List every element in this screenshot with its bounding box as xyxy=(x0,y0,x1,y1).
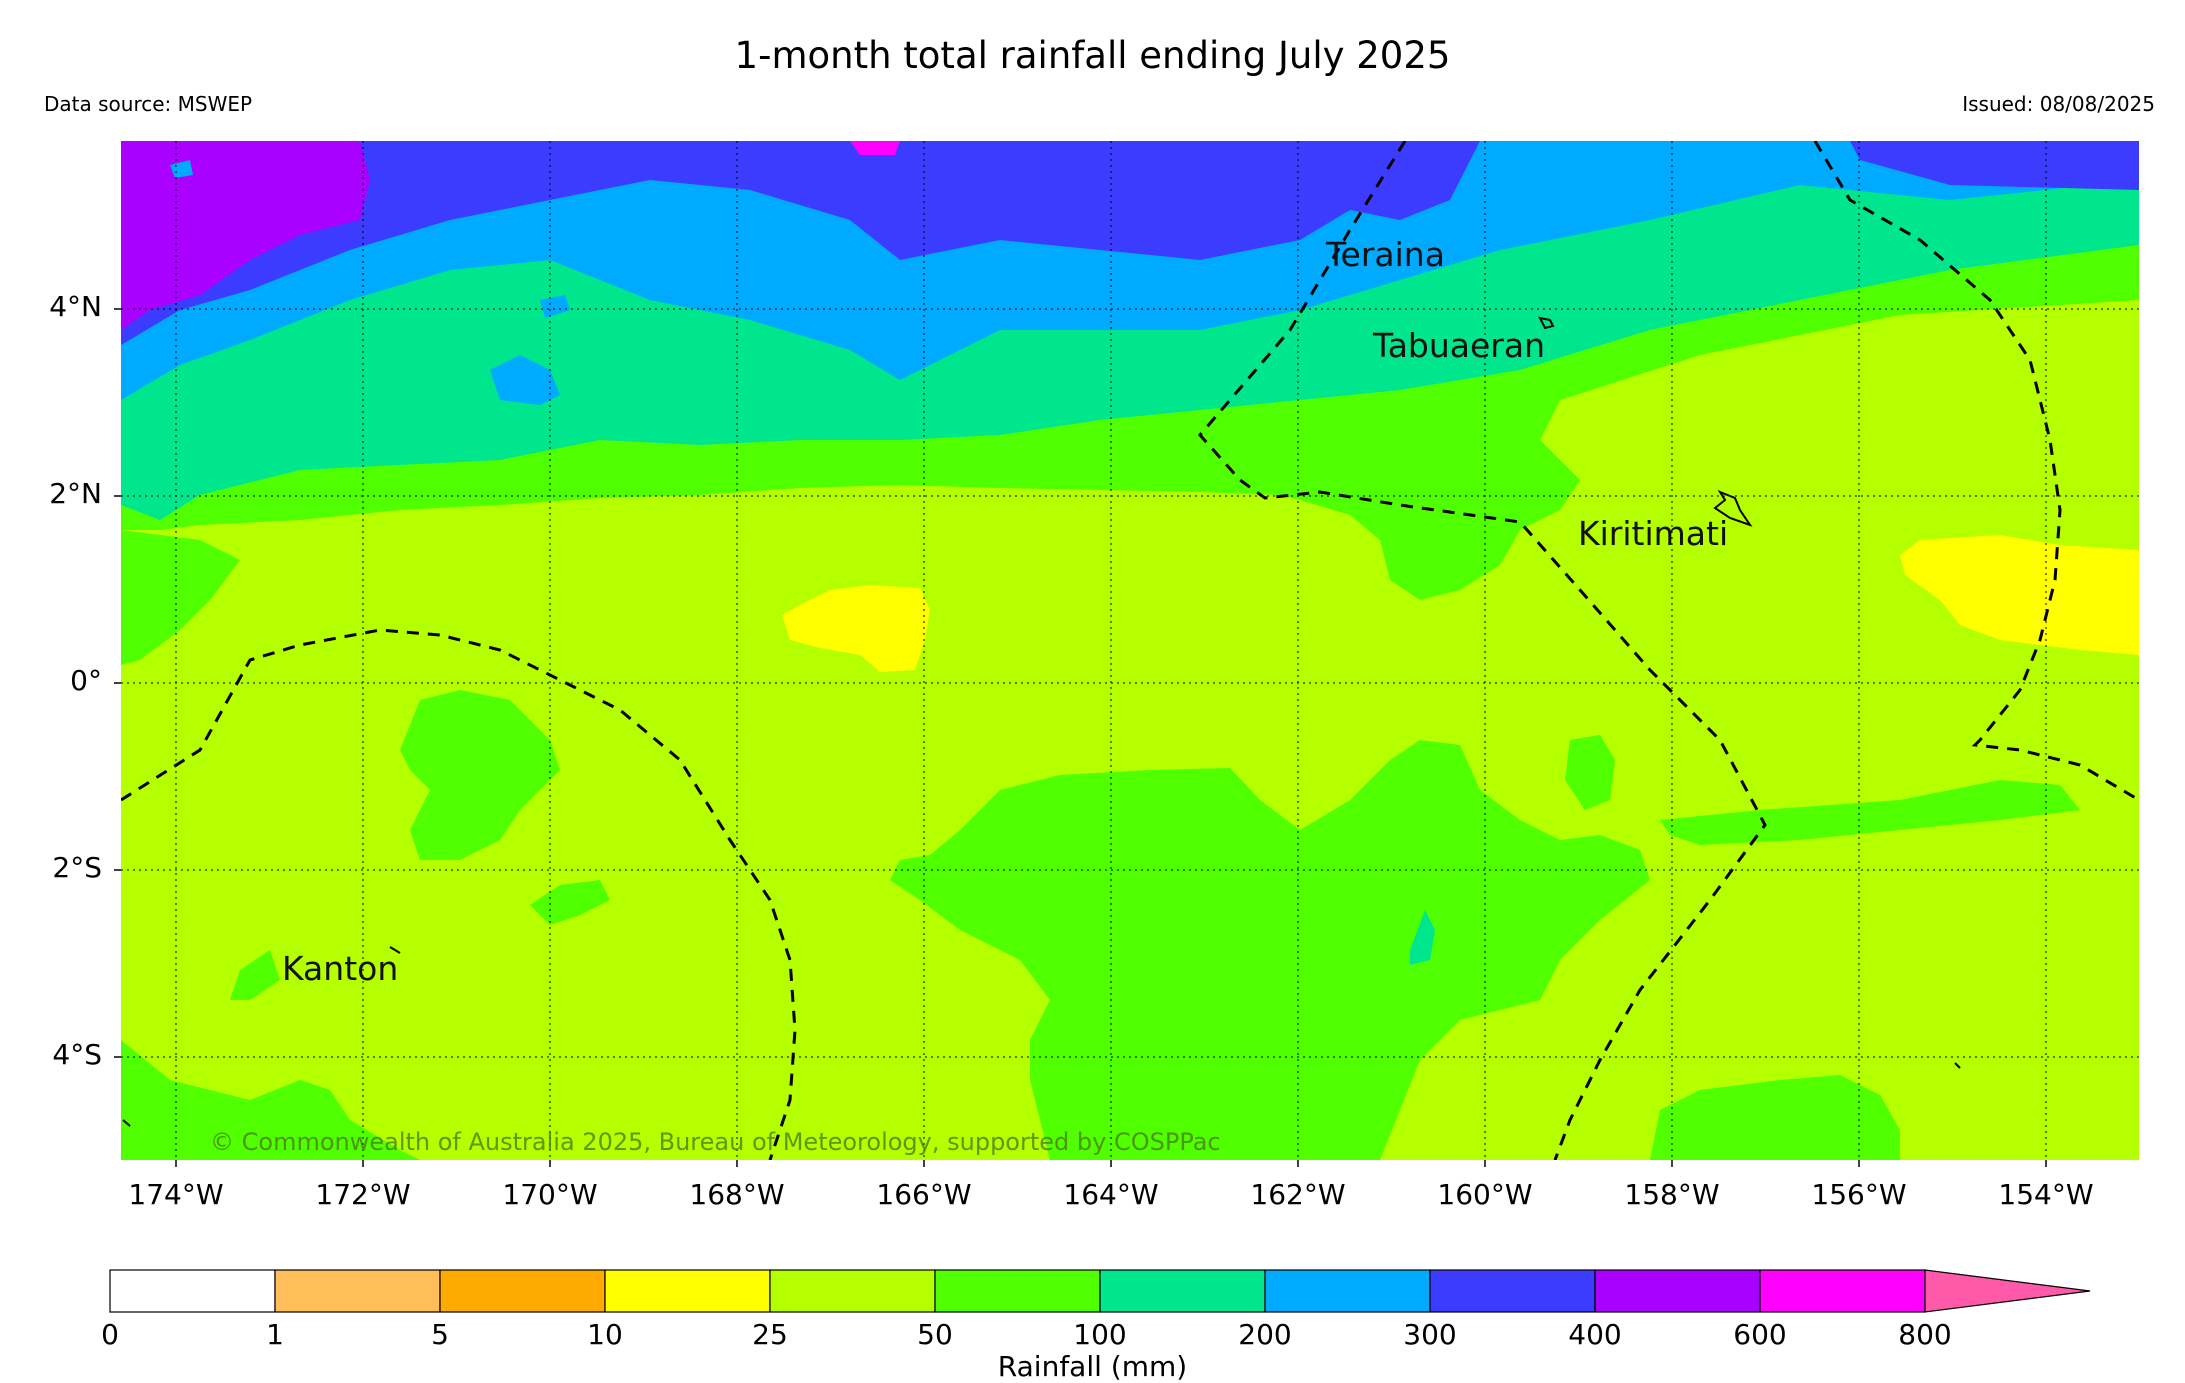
colorbar-segment xyxy=(439,1269,606,1313)
colorbar-segment xyxy=(1594,1269,1761,1313)
data-source-label: Data source: MSWEP xyxy=(44,92,253,116)
colorbar-tick-label: 5 xyxy=(431,1318,449,1351)
colorbar-tick-label: 100 xyxy=(1073,1318,1127,1351)
patch-50-100-central-south xyxy=(890,740,1650,1160)
lon-label-166w: 166°W xyxy=(876,1178,972,1211)
copyright-notice: © Commonwealth of Australia 2025, Bureau… xyxy=(210,1128,1221,1156)
colorbar-tick-label: 50 xyxy=(917,1318,953,1351)
place-teraina: Teraina xyxy=(1325,235,1445,274)
lon-label-162w: 162°W xyxy=(1250,1178,1346,1211)
colorbar-segment xyxy=(274,1269,441,1313)
colorbar-label: Rainfall (mm) xyxy=(997,1350,1188,1383)
patch-10-25-west xyxy=(782,585,930,672)
colorbar-tick-label: 25 xyxy=(752,1318,788,1351)
band-400-600 xyxy=(121,141,370,330)
lon-label-164w: 164°W xyxy=(1063,1178,1159,1211)
colorbar-segment xyxy=(769,1269,936,1313)
colorbar-segment xyxy=(934,1269,1101,1313)
rainfall-fill xyxy=(121,141,2139,1160)
place-kanton: Kanton xyxy=(282,949,398,988)
colorbar-tick-label: 1 xyxy=(266,1318,284,1351)
lon-label-154w: 154°W xyxy=(1998,1178,2094,1211)
colorbar-tick-label: 200 xyxy=(1238,1318,1292,1351)
colorbar-extension xyxy=(1924,1269,2091,1313)
colorbar-tick-label: 600 xyxy=(1733,1318,1787,1351)
colorbar-segment xyxy=(1099,1269,1266,1313)
colorbar-segment xyxy=(109,1269,276,1313)
colorbar-tick-label: 300 xyxy=(1403,1318,1457,1351)
lon-label-170w: 170°W xyxy=(502,1178,598,1211)
issued-date-label: Issued: 08/08/2025 xyxy=(1962,92,2155,116)
band-300-400 xyxy=(121,141,2139,345)
lat-label-2s: 2°S xyxy=(52,851,102,884)
colorbar-tick-label: 0 xyxy=(101,1318,119,1351)
islands xyxy=(122,316,1961,1127)
colorbar-segment xyxy=(1264,1269,1431,1313)
colorbar-tick-label: 10 xyxy=(587,1318,623,1351)
axis-ticks xyxy=(114,308,2047,1167)
place-kiritimati: Kiritimati xyxy=(1578,514,1728,553)
patch-10-25-east xyxy=(1900,535,2139,655)
lon-label-160w: 160°W xyxy=(1437,1178,1533,1211)
lon-label-172w: 172°W xyxy=(315,1178,411,1211)
lat-label-4s: 4°S xyxy=(52,1038,102,1071)
colorbar-tick-label: 400 xyxy=(1568,1318,1622,1351)
lat-label-4n: 4°N xyxy=(49,290,102,323)
lon-label-158w: 158°W xyxy=(1624,1178,1720,1211)
map-title: 1-month total rainfall ending July 2025 xyxy=(734,34,1451,77)
lat-label-2n: 2°N xyxy=(49,477,102,510)
colorbar-segment xyxy=(1429,1269,1596,1313)
lon-label-168w: 168°W xyxy=(689,1178,785,1211)
band-200-300 xyxy=(121,141,2139,400)
graticule xyxy=(121,141,2139,1160)
eez-boundaries xyxy=(121,141,2139,1160)
colorbar xyxy=(109,1269,2091,1313)
lon-label-174w: 174°W xyxy=(128,1178,224,1211)
lon-label-156w: 156°W xyxy=(1811,1178,1907,1211)
place-tabuaeran: Tabuaeran xyxy=(1372,326,1545,365)
lat-label-0: 0° xyxy=(70,664,102,697)
colorbar-segment xyxy=(1759,1269,1926,1313)
colorbar-segment xyxy=(604,1269,771,1313)
colorbar-tick-label: 800 xyxy=(1898,1318,1952,1351)
